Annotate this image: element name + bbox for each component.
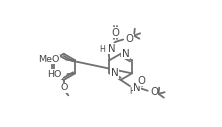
- Text: N: N: [111, 68, 118, 78]
- Text: HO: HO: [47, 70, 61, 79]
- Text: O: O: [150, 87, 158, 97]
- Text: O: O: [111, 28, 119, 38]
- Text: MeO: MeO: [38, 55, 60, 64]
- Text: N: N: [108, 44, 115, 54]
- Text: N: N: [133, 83, 141, 93]
- Text: N: N: [122, 49, 130, 59]
- Text: H: H: [129, 87, 135, 96]
- Text: H: H: [100, 45, 105, 54]
- Text: O: O: [137, 76, 145, 86]
- Text: O: O: [125, 34, 134, 44]
- Text: O: O: [60, 83, 67, 92]
